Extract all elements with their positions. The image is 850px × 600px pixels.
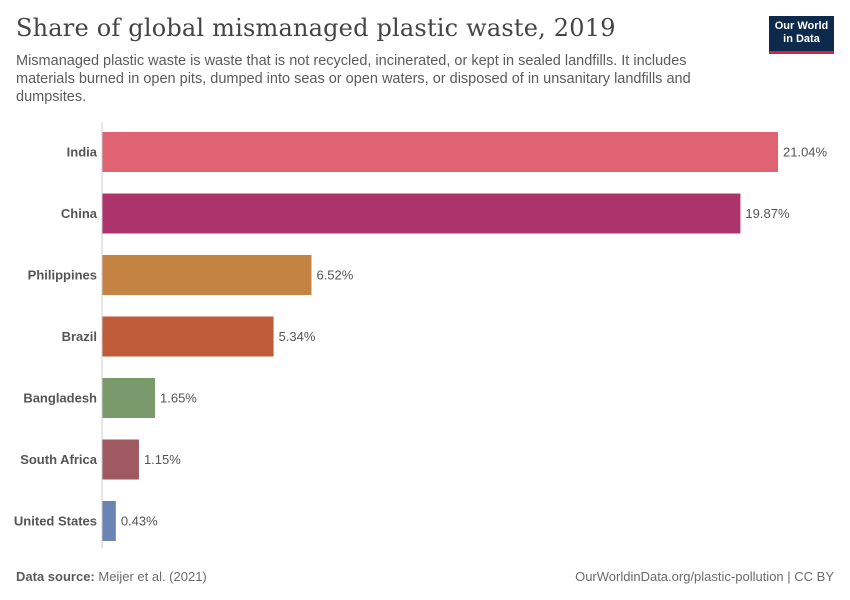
category-label-china: China xyxy=(61,206,98,221)
category-label-south-africa: South Africa xyxy=(20,452,98,467)
category-label-united-states: United States xyxy=(14,514,97,529)
data-source: Data source: Meijer et al. (2021) xyxy=(16,569,207,584)
bar-philippines[interactable] xyxy=(102,255,312,295)
chart-title: Share of global mismanaged plastic waste… xyxy=(16,14,616,42)
category-label-brazil: Brazil xyxy=(62,329,97,344)
bar-chart: India 21.04% China 19.87% Philippines 6.52% Br… xyxy=(14,122,828,548)
value-label-bangladesh: 1.65% xyxy=(160,391,197,406)
logo-line-1: Our World xyxy=(774,20,829,32)
bars-layer: India 21.04% China 19.87% Philippines 6.52% Br… xyxy=(14,132,828,541)
value-label-brazil: 5.34% xyxy=(279,329,316,344)
bar-brazil[interactable] xyxy=(102,316,274,357)
value-label-india: 21.04% xyxy=(783,145,828,160)
value-label-china: 19.87% xyxy=(745,206,790,221)
category-label-india: India xyxy=(67,145,98,160)
bar-south-africa[interactable] xyxy=(102,439,139,480)
value-label-south-africa: 1.15% xyxy=(144,452,181,467)
bar-india[interactable] xyxy=(102,132,778,172)
category-label-philippines: Philippines xyxy=(28,268,97,283)
value-label-philippines: 6.52% xyxy=(316,268,353,283)
data-source-label: Data source: xyxy=(16,569,95,584)
bar-china[interactable] xyxy=(102,193,741,234)
bar-united-states[interactable] xyxy=(102,501,116,541)
logo-line-2: in Data xyxy=(783,33,820,45)
value-label-united-states: 0.43% xyxy=(121,514,158,529)
data-source-value: Meijer et al. (2021) xyxy=(98,569,207,584)
owid-logo[interactable]: Our World in Data xyxy=(769,16,834,54)
chart-subtitle: Mismanaged plastic waste is waste that i… xyxy=(16,53,691,105)
bar-bangladesh[interactable] xyxy=(102,378,156,418)
source-url-link[interactable]: OurWorldinData.org/plastic-pollution | C… xyxy=(575,569,834,584)
category-label-bangladesh: Bangladesh xyxy=(23,391,97,406)
